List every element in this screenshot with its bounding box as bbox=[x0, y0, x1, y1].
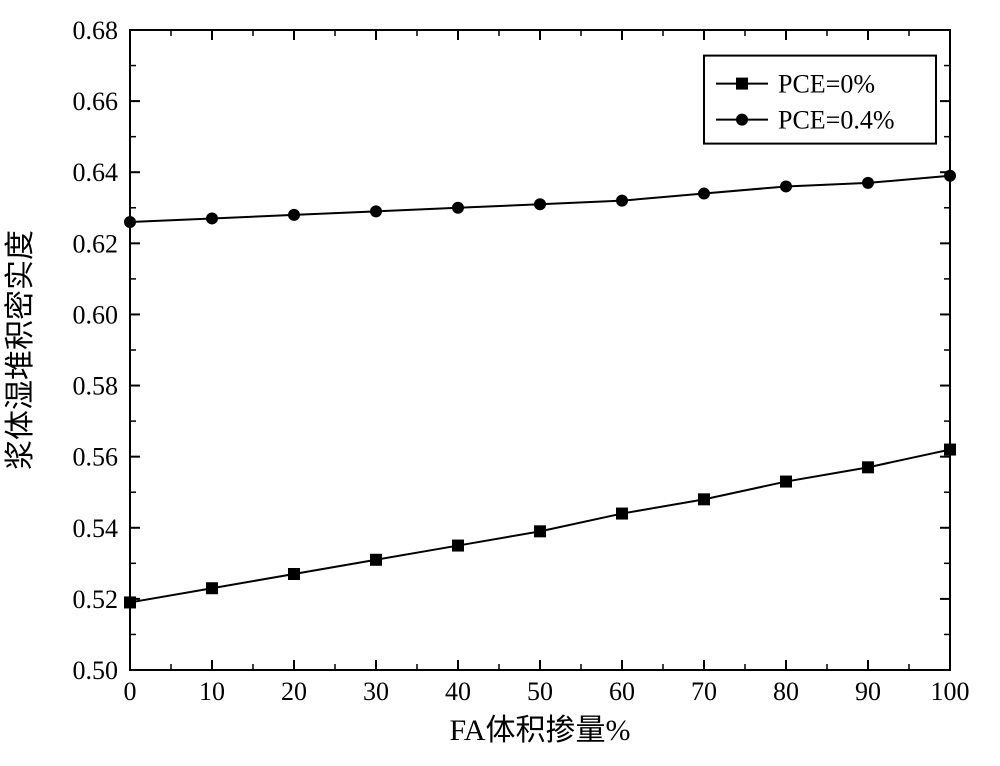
x-tick-label: 70 bbox=[691, 677, 717, 706]
y-tick-label: 0.66 bbox=[73, 87, 119, 116]
marker-circle bbox=[288, 209, 300, 221]
legend-marker-circle bbox=[736, 114, 748, 126]
marker-circle bbox=[780, 180, 792, 192]
x-tick-label: 0 bbox=[124, 677, 137, 706]
marker-square bbox=[288, 568, 300, 580]
y-tick-label: 0.60 bbox=[73, 300, 119, 329]
marker-square bbox=[534, 525, 546, 537]
x-tick-label: 40 bbox=[445, 677, 471, 706]
x-tick-label: 100 bbox=[931, 677, 970, 706]
marker-circle bbox=[534, 198, 546, 210]
y-tick-label: 0.64 bbox=[73, 158, 119, 187]
legend-label: PCE=0.4% bbox=[778, 106, 895, 135]
marker-square bbox=[206, 582, 218, 594]
marker-circle bbox=[452, 202, 464, 214]
y-tick-label: 0.52 bbox=[73, 585, 119, 614]
y-tick-label: 0.58 bbox=[73, 372, 119, 401]
y-tick-label: 0.54 bbox=[73, 514, 119, 543]
legend-label: PCE=0% bbox=[778, 70, 875, 99]
x-tick-label: 50 bbox=[527, 677, 553, 706]
x-tick-label: 80 bbox=[773, 677, 799, 706]
marker-circle bbox=[370, 205, 382, 217]
y-axis-title: 浆体湿堆积密实度 bbox=[4, 230, 37, 470]
y-tick-label: 0.62 bbox=[73, 229, 119, 258]
x-axis-title: FA体积掺量% bbox=[449, 714, 630, 747]
marker-square bbox=[698, 493, 710, 505]
x-tick-label: 90 bbox=[855, 677, 881, 706]
y-tick-label: 0.50 bbox=[73, 656, 119, 685]
x-tick-label: 60 bbox=[609, 677, 635, 706]
marker-square bbox=[616, 508, 628, 520]
marker-circle bbox=[124, 216, 136, 228]
x-tick-label: 10 bbox=[199, 677, 225, 706]
x-tick-label: 30 bbox=[363, 677, 389, 706]
marker-circle bbox=[616, 195, 628, 207]
marker-square bbox=[370, 554, 382, 566]
legend-marker-square bbox=[736, 78, 748, 90]
marker-square bbox=[124, 596, 136, 608]
marker-circle bbox=[862, 177, 874, 189]
line-chart: 0 10 20 30 40 50 60 70 80 90 100 FA体积掺量% 0.50 0.52 0.5… bbox=[0, 0, 1000, 766]
marker-circle bbox=[944, 170, 956, 182]
marker-square bbox=[944, 444, 956, 456]
x-tick-label: 20 bbox=[281, 677, 307, 706]
y-tick-label: 0.56 bbox=[73, 443, 119, 472]
y-tick-label: 0.68 bbox=[73, 16, 119, 45]
marker-square bbox=[780, 476, 792, 488]
marker-circle bbox=[698, 188, 710, 200]
marker-square bbox=[862, 461, 874, 473]
marker-circle bbox=[206, 212, 218, 224]
marker-square bbox=[452, 540, 464, 552]
